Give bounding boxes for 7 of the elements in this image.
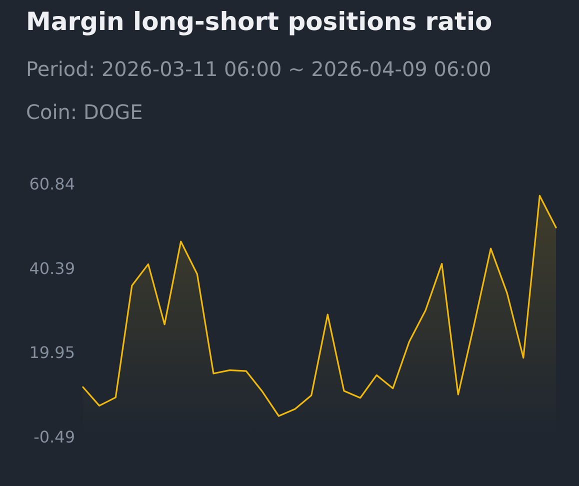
y-tick-label: 60.84 bbox=[29, 174, 75, 194]
chart-subtitle: Period: 2026-03-11 06:00 ~ 2026-04-09 06:00 bbox=[26, 57, 492, 81]
y-tick-label: 40.39 bbox=[29, 258, 75, 278]
y-tick-label: -0.49 bbox=[34, 428, 75, 446]
y-tick-label: 19.95 bbox=[29, 343, 75, 362]
text: Coin: DOGE bbox=[26, 100, 143, 124]
chart-title: Margin long-short positions ratio bbox=[26, 7, 492, 36]
